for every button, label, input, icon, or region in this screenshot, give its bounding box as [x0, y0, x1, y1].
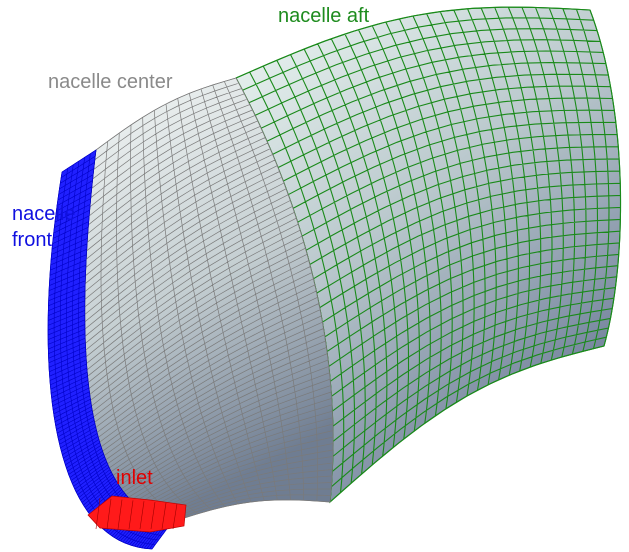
label-aft: nacelle aft [278, 5, 370, 27]
label-center: nacelle center [48, 71, 173, 93]
label-front-line2: front [12, 229, 52, 251]
label-front-line1: nacelle [12, 203, 75, 225]
nacelle-diagram: nacelle aft nacelle center nacelle front… [0, 0, 629, 552]
label-inlet: inlet [116, 467, 153, 489]
